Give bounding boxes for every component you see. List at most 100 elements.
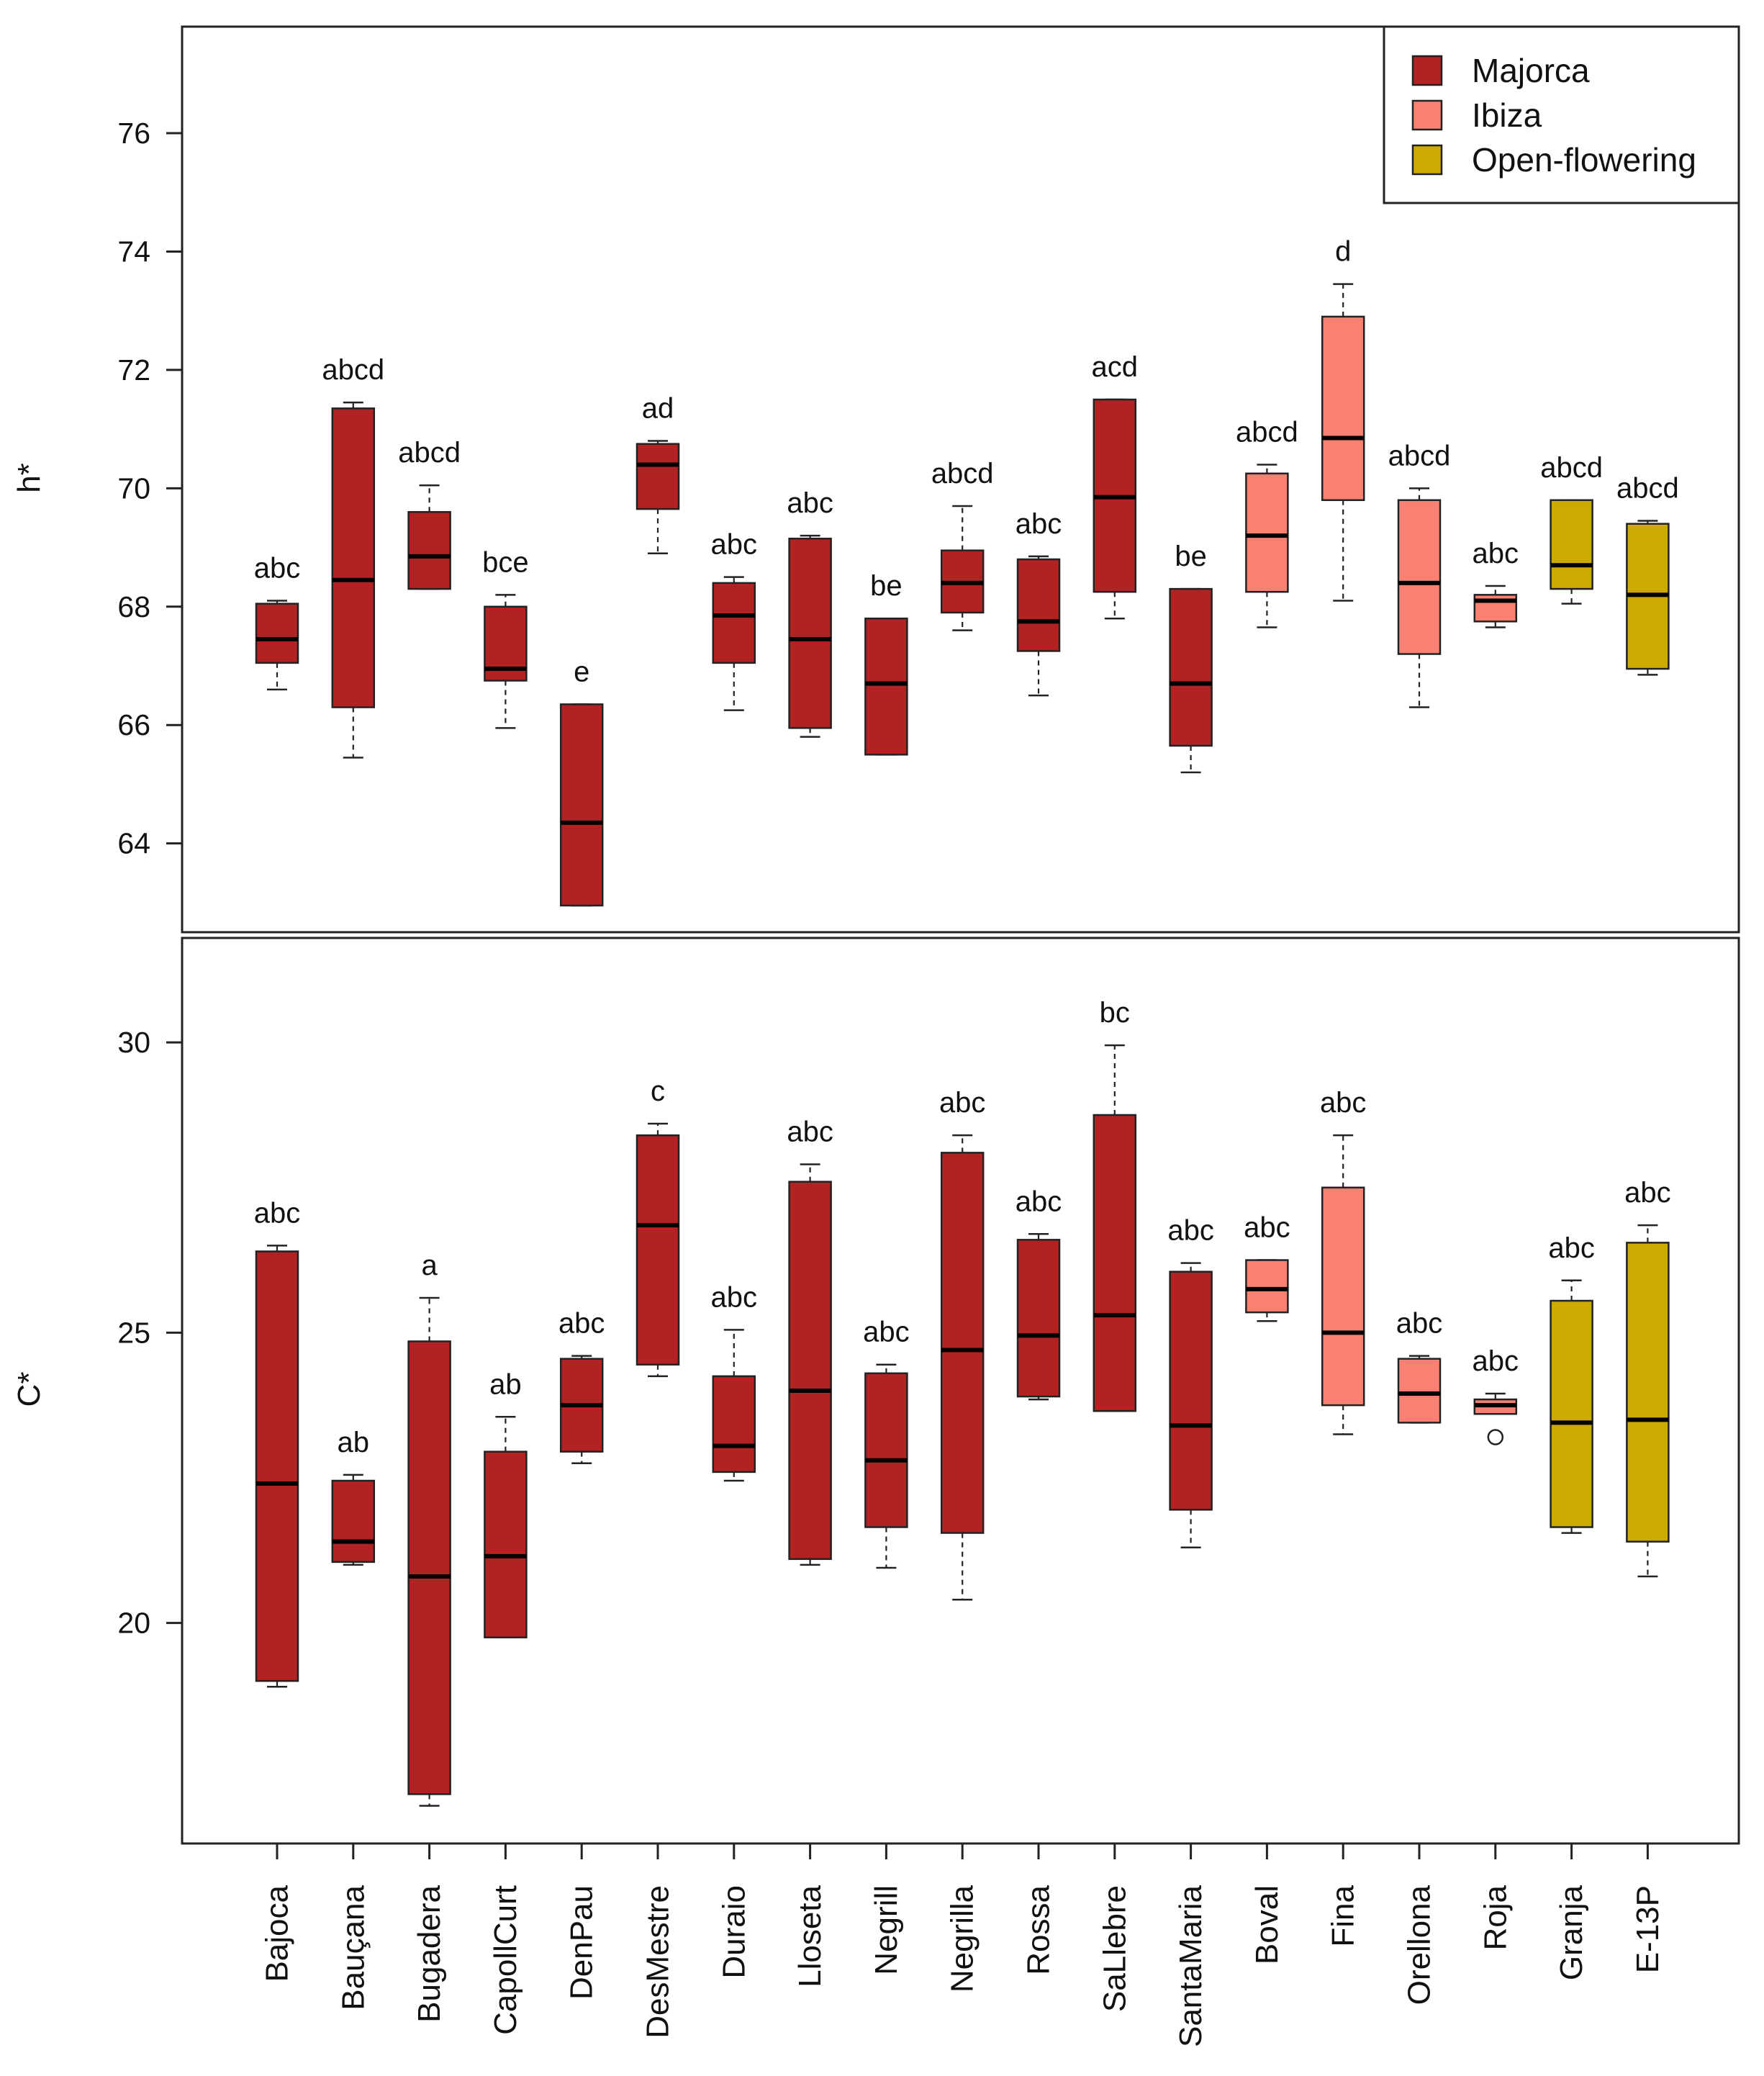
h-star-box-denpau: e xyxy=(559,656,604,907)
h-star-box-granja: abcd xyxy=(1540,452,1603,605)
significance-letters: bc xyxy=(1100,997,1130,1029)
h-star-box-lloseta: abc xyxy=(787,487,833,738)
iqr-box xyxy=(636,1134,680,1366)
c-star-box-denpau: abc xyxy=(558,1308,605,1465)
c-star-box-bugadera: a xyxy=(407,1250,451,1807)
c-star-box-fina: abc xyxy=(1320,1087,1367,1435)
significance-letters: c xyxy=(651,1075,665,1107)
significance-letters: a xyxy=(421,1250,438,1281)
iqr-box xyxy=(1245,472,1289,593)
iqr-box xyxy=(864,617,908,756)
legend-label: Open-flowering xyxy=(1472,141,1696,179)
significance-letters: abc xyxy=(787,1116,833,1148)
iqr-box xyxy=(864,1372,908,1528)
iqr-box xyxy=(1016,1239,1061,1398)
c-star-box-bau-ana: ab xyxy=(331,1427,376,1566)
iqr-box xyxy=(255,603,299,664)
h-star-box-fina: d xyxy=(1321,236,1365,602)
significance-letters: abc xyxy=(1473,538,1519,569)
xtick-label-denpau: DenPau xyxy=(564,1885,600,2000)
iqr-box xyxy=(788,1181,832,1561)
significance-letters: abc xyxy=(1320,1087,1367,1119)
xtick-label-negrill: Negrill xyxy=(869,1885,904,1975)
h-star-box-e-13p: abcd xyxy=(1616,473,1679,676)
iqr-box xyxy=(1550,499,1593,590)
significance-letters: abcd xyxy=(1388,440,1451,471)
iqr-box xyxy=(255,1250,299,1682)
xtick-label-bajoca: Bajoca xyxy=(260,1885,295,1982)
xtick-label-roja: Roja xyxy=(1478,1885,1513,1950)
legend-item-majorca: Majorca xyxy=(1411,52,1590,89)
h-star-plot-frame xyxy=(181,25,1740,934)
c-star-box-sallebre: bc xyxy=(1093,997,1137,1412)
h-star-ytick-label: 72 xyxy=(117,353,150,387)
h-star-box-bau-ana: abcd xyxy=(322,354,384,759)
xtick-label-desmestre: DesMestre xyxy=(641,1885,676,2039)
significance-letters: abcd xyxy=(931,458,994,489)
h-star-box-bajoca: abc xyxy=(254,553,301,691)
h-star-y-axis: 64 66 68 70 72 74 76 xyxy=(117,117,182,860)
h-star-ytick-label: 64 xyxy=(117,827,150,860)
c-star-y-axis: 20 25 30 xyxy=(117,1026,182,1640)
significance-letters: abc xyxy=(254,553,301,585)
significance-letters: abc xyxy=(1244,1212,1290,1244)
iqr-box xyxy=(1169,1271,1213,1511)
h-star-box-duraio: abc xyxy=(711,529,758,711)
h-star-axis-label: h* xyxy=(12,463,47,493)
c-star-box-negrill: abc xyxy=(863,1317,910,1569)
iqr-box xyxy=(1093,1114,1137,1412)
significance-letters: be xyxy=(870,570,903,602)
c-star-box-boval: abc xyxy=(1244,1212,1290,1322)
significance-letters: abc xyxy=(1396,1308,1443,1340)
c-star-box-duraio: abc xyxy=(711,1281,757,1482)
h-star-box-negrill: be xyxy=(864,570,908,756)
significance-letters: abcd xyxy=(1616,473,1679,505)
significance-letters: abc xyxy=(787,487,833,519)
xtick-label-granja: Granja xyxy=(1554,1885,1589,1980)
legend-swatch xyxy=(1411,99,1443,131)
iqr-box xyxy=(712,582,756,664)
iqr-box xyxy=(636,443,680,510)
c-star-box-lloseta: abc xyxy=(787,1116,833,1566)
h-star-box-bugadera: abcd xyxy=(398,437,461,590)
h-star-box-desmestre: ad xyxy=(636,393,680,555)
significance-letters: abc xyxy=(711,529,758,561)
significance-letters: be xyxy=(1175,541,1207,572)
legend-swatch xyxy=(1411,144,1443,176)
significance-letters: abc xyxy=(1473,1345,1519,1377)
legend-label: Ibiza xyxy=(1472,96,1542,134)
iqr-box xyxy=(1321,315,1365,502)
c-star-box-santamaria: abc xyxy=(1167,1215,1214,1548)
h-star-ytick-label: 68 xyxy=(117,590,150,623)
significance-letters: abc xyxy=(558,1308,605,1340)
xtick-label-sallebre: SaLlebre xyxy=(1097,1885,1132,2012)
c-star-box-orellona: abc xyxy=(1396,1308,1443,1424)
h-star-box-rossa: abc xyxy=(1016,508,1062,697)
iqr-box xyxy=(407,1340,451,1795)
iqr-box xyxy=(1626,1242,1670,1543)
h-star-boxes: abcabcdabcdbceeadabcabcbeabcdabcacdbeabc… xyxy=(254,236,1679,907)
c-star-box-e-13p: abc xyxy=(1624,1177,1671,1578)
c-star-ytick-label: 20 xyxy=(117,1607,150,1640)
iqr-box xyxy=(1016,558,1061,652)
significance-letters: abc xyxy=(1548,1232,1595,1264)
legend-swatch xyxy=(1411,55,1443,86)
outlier-point xyxy=(1487,1429,1504,1445)
significance-letters: abcd xyxy=(1540,452,1603,484)
xtick-label-santamaria: SantaMaria xyxy=(1173,1885,1208,2047)
c-star-box-granja: abc xyxy=(1548,1232,1595,1534)
legend-item-open-flowering: Open-flowering xyxy=(1411,141,1696,179)
significance-letters: e xyxy=(574,656,589,687)
legend-box xyxy=(1383,25,1740,204)
legend-label: Majorca xyxy=(1472,52,1590,89)
significance-letters: abcd xyxy=(398,437,461,469)
iqr-box xyxy=(484,1450,528,1638)
c-star-axis-label: C* xyxy=(12,1372,47,1407)
c-star-ytick-label: 30 xyxy=(117,1026,150,1059)
significance-letters: d xyxy=(1335,236,1351,268)
iqr-box xyxy=(1245,1259,1289,1314)
significance-letters: abcd xyxy=(1236,416,1298,448)
